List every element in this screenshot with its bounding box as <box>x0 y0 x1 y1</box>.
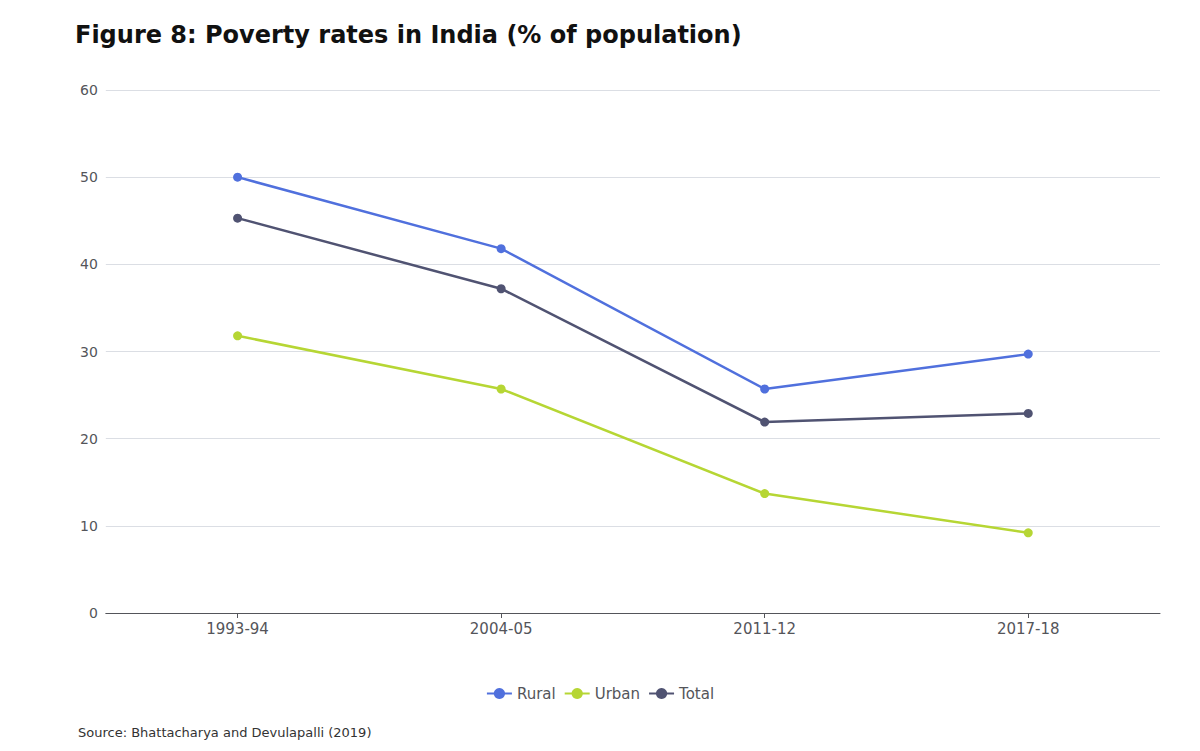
svg-text:20: 20 <box>80 431 98 447</box>
svg-text:Total: Total <box>678 685 714 703</box>
svg-text:2004-05: 2004-05 <box>470 620 533 638</box>
svg-text:Urban: Urban <box>595 685 640 703</box>
svg-text:0: 0 <box>89 605 98 621</box>
svg-text:50: 50 <box>80 169 98 185</box>
svg-text:Rural: Rural <box>517 685 556 703</box>
svg-text:1993-94: 1993-94 <box>206 620 269 638</box>
svg-text:40: 40 <box>80 256 98 272</box>
svg-text:Figure 8: Poverty rates in Ind: Figure 8: Poverty rates in India (% of p… <box>75 21 742 49</box>
svg-text:2017-18: 2017-18 <box>997 620 1060 638</box>
svg-text:10: 10 <box>80 518 98 534</box>
svg-text:60: 60 <box>80 82 98 98</box>
svg-text:2011-12: 2011-12 <box>733 620 796 638</box>
svg-text:30: 30 <box>80 344 98 360</box>
svg-text:Source: Bhattacharya and Devul: Source: Bhattacharya and Devulapalli (20… <box>78 725 371 740</box>
